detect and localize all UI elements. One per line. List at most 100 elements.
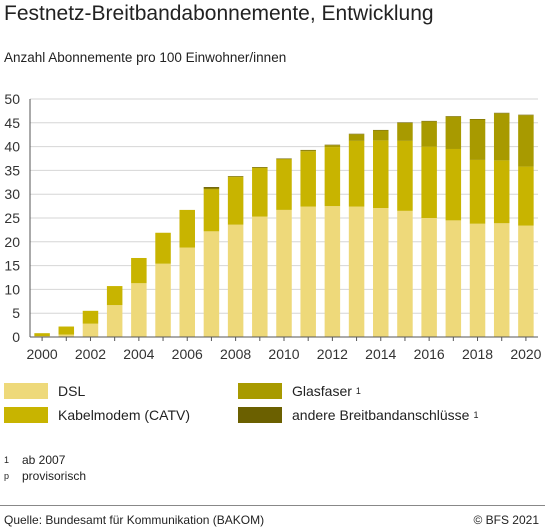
bar-glas-2012 (325, 145, 341, 147)
bar-andere-2019 (494, 113, 510, 114)
bar-dsl-2018 (470, 224, 486, 337)
legend-label-glasfaser: Glasfaser (292, 383, 352, 399)
bar-glas-2014 (373, 130, 389, 140)
bar-dsl-2006 (179, 248, 195, 337)
legend-swatch-andere (238, 407, 282, 423)
bar-andere-2016 (421, 121, 437, 122)
legend-item-glasfaser: Glasfaser 1 (238, 383, 361, 399)
footnote-text: provisorisch (22, 468, 86, 484)
bar-glas-2010 (276, 159, 292, 160)
bar-dsl-2012 (325, 206, 341, 337)
x-tick-label: 2008 (220, 346, 251, 362)
x-tick-label: 2014 (365, 346, 396, 362)
bar-glas-2020 (518, 115, 534, 166)
chart-legend: DSL Kabelmodem (CATV) Glasfaser 1 andere… (4, 383, 544, 443)
legend-item-dsl: DSL (4, 383, 85, 399)
bar-dsl-2016 (421, 218, 437, 337)
bar-andere-2020 (518, 115, 534, 116)
bar-kabel-2019 (494, 160, 510, 223)
footer: Quelle: Bundesamt für Kommunikation (BAK… (0, 505, 545, 528)
footnote-mark: 1 (4, 452, 16, 468)
x-tick-label: 2006 (172, 346, 203, 362)
footnote-1: 1 ab 2007 (4, 452, 86, 468)
bar-dsl-2010 (276, 210, 292, 337)
bar-andere-2009 (252, 167, 267, 168)
y-tick-label: 25 (4, 210, 20, 226)
bar-glas-2008 (228, 177, 244, 178)
footnote-p: p provisorisch (4, 468, 86, 484)
legend-swatch-kabel (4, 407, 48, 423)
bar-glas-2013 (349, 134, 365, 141)
x-tick-label: 2018 (462, 346, 493, 362)
x-tick-label: 2004 (123, 346, 154, 362)
y-tick-label: 30 (4, 186, 20, 202)
x-tick-label: 2016 (414, 346, 445, 362)
bar-kabel-2007 (204, 189, 220, 231)
bar-kabel-2003 (107, 286, 123, 305)
bar-andere-2012 (325, 145, 341, 146)
x-tick-label: 2000 (27, 346, 58, 362)
legend-note-glasfaser: 1 (356, 386, 361, 396)
y-tick-label: 20 (4, 234, 20, 250)
y-tick-label: 50 (4, 91, 20, 107)
bar-dsl-2007 (204, 231, 220, 337)
bar-kabel-2002 (83, 311, 99, 324)
bar-kabel-2014 (373, 140, 389, 208)
bar-dsl-2011 (300, 207, 316, 337)
bar-andere-2015 (397, 122, 413, 123)
bar-andere-2018 (470, 119, 486, 120)
bar-kabel-2006 (179, 210, 195, 248)
bar-andere-2014 (373, 130, 389, 131)
bar-dsl-2015 (397, 211, 413, 337)
bar-glas-2018 (470, 119, 486, 159)
bar-glas-2009 (252, 168, 267, 169)
legend-swatch-glasfaser (238, 383, 282, 399)
y-tick-label: 45 (4, 115, 20, 131)
bar-dsl-2020 (518, 226, 534, 337)
legend-item-kabel: Kabelmodem (CATV) (4, 407, 190, 423)
legend-note-andere: 1 (473, 410, 478, 420)
legend-label-andere: andere Breitbandanschlüsse (292, 407, 469, 423)
footnotes: 1 ab 2007 p provisorisch (4, 452, 86, 484)
y-tick-label: 40 (4, 139, 20, 155)
bar-andere-2011 (300, 150, 316, 151)
bar-kabel-2016 (421, 147, 437, 218)
bar-kabel-2011 (300, 151, 316, 206)
legend-swatch-dsl (4, 383, 48, 399)
x-tick-label: 2012 (317, 346, 348, 362)
bar-kabel-2001 (59, 327, 75, 335)
bar-kabel-2004 (131, 258, 147, 283)
bar-glas-2019 (494, 113, 510, 160)
bar-dsl-2014 (373, 208, 389, 337)
bar-kabel-2000 (34, 333, 50, 336)
bar-dsl-2013 (349, 207, 365, 337)
bar-andere-2008 (228, 176, 244, 177)
bar-dsl-2008 (228, 225, 244, 337)
x-tick-label: 2020 (510, 346, 541, 362)
bar-glas-2011 (300, 150, 316, 151)
y-tick-label: 15 (4, 258, 20, 274)
footnote-mark: p (4, 468, 16, 484)
y-tick-label: 0 (12, 329, 20, 345)
x-tick-label: 2002 (75, 346, 106, 362)
bar-andere-2013 (349, 134, 365, 135)
y-tick-label: 10 (4, 281, 20, 297)
bar-andere-2017 (446, 116, 462, 117)
bar-dsl-2009 (252, 217, 267, 337)
bar-dsl-2019 (494, 223, 510, 337)
bar-kabel-2008 (228, 177, 244, 225)
bar-kabel-2015 (397, 141, 413, 211)
legend-label-kabel: Kabelmodem (CATV) (58, 407, 190, 423)
y-tick-label: 5 (12, 305, 20, 321)
bar-glas-2017 (446, 117, 462, 149)
bar-kabel-2018 (470, 160, 486, 224)
bar-kabel-2020 (518, 167, 534, 226)
bar-dsl-2004 (131, 283, 147, 337)
bar-dsl-2002 (83, 324, 99, 337)
bar-kabel-2013 (349, 141, 365, 207)
bar-dsl-2017 (446, 220, 462, 337)
bar-kabel-2009 (252, 168, 267, 217)
footnote-text: ab 2007 (22, 452, 65, 468)
bar-glas-2007 (204, 188, 220, 189)
bar-glas-2016 (421, 121, 437, 146)
